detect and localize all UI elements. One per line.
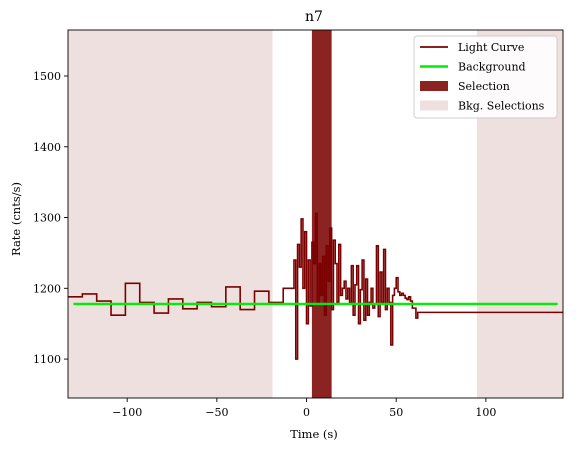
x-tick-label: −100 (112, 406, 142, 419)
legend-swatch-selection (420, 81, 448, 91)
legend-item-bkg_selections: Bkg. Selections (420, 100, 545, 113)
legend-box (413, 35, 558, 119)
chart-title: n7 (305, 9, 323, 25)
y-tick-label: 1400 (33, 141, 61, 154)
legend-label-selection: Selection (458, 80, 510, 93)
plot-frame (67, 29, 564, 399)
legend-label-light_curve: Light Curve (458, 41, 524, 54)
y-axis-label: Rate (cnts/s) (9, 182, 23, 256)
x-tick-label: 50 (389, 406, 403, 419)
y-tick-label: 1100 (33, 353, 61, 366)
legend-label-background: Background (458, 61, 526, 74)
y-tick-label: 1500 (33, 70, 61, 83)
x-axis-label: Time (s) (290, 427, 338, 441)
legend-label-bkg_selections: Bkg. Selections (458, 100, 545, 113)
legend-item-selection: Selection (420, 80, 510, 93)
x-tick-label: 0 (303, 406, 310, 419)
legend: Light Curve Background Selection Bkg. Selec… (413, 35, 558, 119)
light-curve-line (68, 212, 563, 360)
x-tick-label: 100 (475, 406, 496, 419)
axes: −100 −50 0 50 100 1100 1200 1300 1400 1500 (33, 29, 564, 419)
bkg-selection-region-0 (68, 30, 273, 398)
legend-item-background: Background (420, 61, 526, 74)
legend-item-light_curve: Light Curve (420, 41, 524, 54)
y-tick-label: 1300 (33, 212, 61, 225)
y-tick-label: 1200 (33, 282, 61, 295)
light-curve-series (68, 212, 563, 360)
legend-swatch-bkg_selections (420, 100, 448, 111)
x-tick-label: −50 (205, 406, 228, 419)
